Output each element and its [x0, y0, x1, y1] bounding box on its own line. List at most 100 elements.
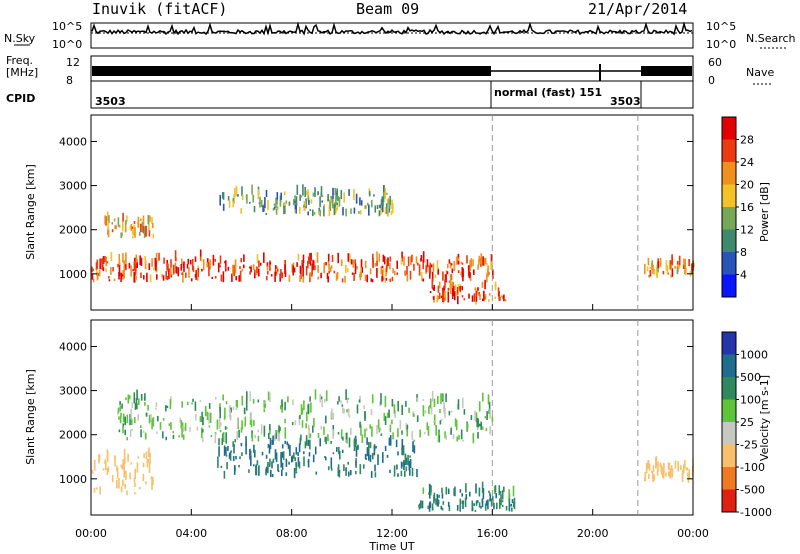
scatter-cell [135, 275, 137, 280]
scatter-cell [219, 265, 221, 268]
scatter-cell [318, 207, 320, 215]
scatter-cell [317, 276, 319, 280]
scatter-cell [122, 423, 125, 428]
scatter-cell [671, 254, 673, 266]
scatter-cell [272, 208, 275, 211]
scatter-cell [139, 255, 141, 266]
scatter-cell [91, 470, 94, 474]
scatter-cell [472, 259, 474, 267]
scatter-cell [377, 419, 380, 429]
scatter-cell [379, 427, 382, 431]
scatter-cell [283, 202, 285, 215]
scatter-cell [424, 410, 427, 414]
scatter-cell [228, 452, 231, 459]
scatter-cell [136, 462, 139, 473]
scatter-cell [163, 257, 165, 264]
scatter-cell [222, 203, 225, 211]
scatter-cell [415, 256, 418, 264]
scatter-cell [245, 443, 247, 455]
scatter-cell [118, 265, 121, 277]
scatter-cell [346, 409, 348, 413]
scatter-cell [667, 462, 670, 470]
scatter-cell [189, 426, 191, 432]
scatter-cell [300, 404, 303, 415]
scatter-cell [325, 457, 327, 461]
scatter-cell [340, 259, 343, 266]
scatter-cell [649, 271, 652, 276]
scatter-cell [133, 224, 135, 236]
scatter-cell [102, 468, 105, 471]
nsearch-tick-high: 10^5 [706, 20, 736, 33]
scatter-cell [453, 285, 455, 289]
scatter-cell [389, 435, 392, 446]
velocity-scatter-cells [91, 389, 694, 512]
scatter-cell [321, 200, 323, 203]
scatter-cell [318, 211, 320, 215]
scatter-cell [110, 252, 113, 261]
scatter-cell [493, 502, 495, 510]
scatter-cell [502, 295, 505, 299]
scatter-cell [273, 206, 276, 210]
scatter-cell [138, 398, 140, 405]
scatter-cell [387, 213, 389, 217]
scatter-cell [508, 489, 510, 499]
colorbar-segment [722, 139, 736, 162]
scatter-cell [453, 261, 456, 272]
scatter-cell [454, 284, 457, 291]
scatter-cell [151, 258, 153, 267]
scatter-cell [372, 253, 374, 262]
scatter-cell [133, 272, 135, 283]
scatter-cell [206, 411, 209, 420]
scatter-cell [303, 456, 305, 467]
scatter-cell [305, 423, 307, 429]
scatter-cell [222, 271, 225, 283]
scatter-cell [359, 421, 361, 428]
scatter-cell [374, 262, 377, 267]
colorbar-segment [722, 422, 736, 445]
scatter-cell [202, 259, 205, 271]
scatter-cell [688, 260, 690, 266]
scatter-cell [416, 415, 419, 422]
scatter-cell [284, 260, 286, 270]
scatter-cell [342, 436, 344, 441]
scatter-cell [478, 401, 481, 412]
scatter-cell [219, 255, 222, 264]
scatter-cell [459, 498, 462, 507]
scatter-cell [431, 278, 434, 289]
scatter-cell [92, 278, 95, 283]
scatter-cell [304, 206, 306, 211]
scatter-cell [267, 270, 269, 275]
scatter-cell [371, 279, 374, 283]
scatter-cell [359, 464, 362, 475]
scatter-cell [284, 418, 286, 424]
scatter-cell [356, 404, 359, 414]
colorbar-tick-label: 24 [740, 156, 754, 169]
scatter-cell [200, 256, 203, 262]
scatter-cell [267, 443, 270, 448]
scatter-cell [268, 432, 270, 439]
scatter-cell [452, 282, 454, 293]
scatter-cell [141, 221, 144, 233]
scatter-cell [156, 431, 158, 434]
scatter-cell [410, 256, 412, 266]
scatter-cell [460, 271, 462, 276]
scatter-cell [120, 486, 123, 493]
scatter-cell [113, 278, 116, 282]
scatter-cell [293, 452, 295, 459]
scatter-cell [470, 415, 473, 420]
scatter-cell [508, 499, 510, 502]
scatter-cell [677, 461, 679, 472]
scatter-cell [209, 412, 212, 423]
scatter-cell [253, 420, 255, 427]
scatter-cell [338, 446, 340, 455]
scatter-cell [462, 397, 464, 409]
power-panel: 1000 2000 3000 4000 Slant Range [km] 4 8 12 16… [24, 114, 771, 311]
scatter-cell [508, 501, 511, 512]
scatter-cell [323, 206, 325, 217]
scatter-cell [299, 275, 301, 282]
scatter-cell [432, 507, 434, 511]
noise-panel: N.Sky 10^5 10^0 10^5 10^0 N.Search [4, 20, 796, 51]
scatter-cell [338, 470, 341, 473]
scatter-cell [345, 468, 347, 476]
scatter-cell [266, 262, 269, 267]
